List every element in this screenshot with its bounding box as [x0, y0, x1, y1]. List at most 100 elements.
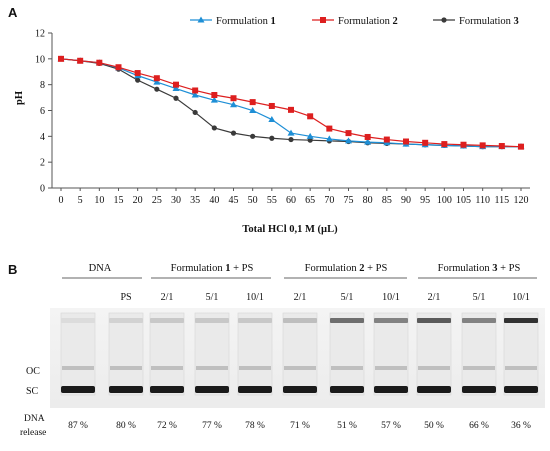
x-tick-label: 60	[286, 195, 296, 206]
gel-group-header: Formulation 2 + PS	[305, 263, 388, 274]
gel-release-value: 50 %	[424, 421, 444, 431]
gel-release-value: 36 %	[511, 421, 531, 431]
series-3-point	[288, 136, 294, 143]
series-3-point	[269, 135, 275, 141]
gel-release-value: 87 %	[68, 421, 88, 431]
series-2-point	[422, 139, 429, 146]
series-2-point	[479, 142, 486, 149]
series-1-point	[306, 132, 314, 139]
chart-legend: Formulation 1 Formulation 2 Formulation 3	[190, 16, 519, 27]
series-2-point	[249, 99, 256, 106]
gel-oc-band	[151, 366, 183, 370]
gel-electrophoresis-panel: DNA Formulation 1 + PS Formulation 2 + PS F…	[0, 258, 550, 446]
x-tick-label: 25	[152, 195, 162, 206]
gel-lane-track	[373, 312, 409, 396]
gel-lane-track	[503, 312, 539, 396]
gel-sc-band	[374, 386, 408, 393]
series-2-point	[268, 102, 275, 109]
gel-lane-track	[416, 312, 452, 396]
legend-swatch-marker	[441, 17, 447, 23]
gel-lane-9: 2/1 50 %	[416, 292, 452, 431]
series-3-point	[307, 137, 313, 143]
series-2-point	[460, 141, 467, 148]
legend-label-num: 2	[393, 16, 398, 27]
series-2	[58, 55, 524, 150]
gel-lane-track	[329, 312, 365, 396]
x-tick-label: 105	[456, 195, 471, 206]
release-row-label-2: release	[20, 428, 46, 438]
gel-lane-label: 5/1	[206, 292, 219, 303]
gel-sc-band	[238, 386, 272, 393]
band-label-sc: SC	[26, 386, 39, 397]
series-1-point	[249, 107, 257, 113]
legend-label-prefix: Formulation	[459, 16, 514, 27]
gel-release-value: 51 %	[337, 421, 357, 431]
gel-sc-band	[504, 386, 538, 393]
gel-sc-band	[330, 386, 364, 393]
x-tick-label: 85	[382, 195, 392, 206]
gel-sc-band	[150, 386, 184, 393]
gel-group-header: Formulation 3 + PS	[438, 263, 521, 274]
gel-well-band	[330, 318, 364, 323]
gel-lane-8: 10/1 57 %	[373, 292, 409, 431]
legend-item-3: Formulation 3	[433, 16, 519, 27]
x-tick-label: 70	[324, 195, 334, 206]
gel-oc-band	[284, 366, 316, 370]
gel-lane-track	[149, 312, 185, 396]
x-tick-label: 95	[420, 195, 430, 206]
gel-lane-11: 10/1 36 %	[503, 292, 539, 431]
gel-lane-track	[60, 312, 96, 396]
x-tick-label: 20	[133, 195, 143, 206]
gel-lane-label: 10/1	[246, 292, 264, 303]
series-2-point	[288, 106, 294, 113]
gel-oc-band	[418, 366, 450, 370]
band-label-oc: OC	[26, 366, 40, 377]
gel-lane-label: 2/1	[161, 292, 174, 303]
series-1-point	[364, 138, 372, 145]
gel-release-value: 71 %	[290, 421, 310, 431]
gel-well-band	[109, 318, 143, 323]
y-tick-label: 6	[40, 106, 45, 117]
series-2-point	[173, 81, 179, 88]
gel-well-band	[462, 318, 496, 323]
x-tick-label: 15	[114, 195, 124, 206]
series-2-point	[192, 87, 199, 94]
series-2-point	[498, 143, 505, 150]
y-tick-label: 4	[40, 132, 45, 143]
series-3-point	[154, 86, 160, 92]
legend-swatch-marker	[320, 17, 326, 23]
series-3-point	[230, 130, 237, 136]
y-axis-title: pH	[14, 91, 25, 105]
series-2-point	[364, 133, 371, 140]
panel-b-label: B	[8, 262, 18, 277]
legend-label-num: 1	[271, 16, 276, 27]
gel-lane-track	[282, 312, 318, 396]
gel-oc-band	[331, 366, 363, 370]
series-1-point	[268, 116, 276, 123]
gel-lane-track	[194, 312, 230, 396]
legend-label: Formulation 2	[338, 16, 398, 27]
gel-oc-band	[196, 366, 228, 370]
legend-label-num: 3	[514, 16, 519, 27]
gel-lane-label: 5/1	[341, 292, 354, 303]
x-tick-label: 5	[78, 195, 83, 206]
gel-group-header: DNA	[89, 263, 112, 274]
x-tick-label: 10	[94, 195, 104, 206]
x-tick-label: 55	[267, 195, 277, 206]
gel-lane-1: 87 %	[60, 312, 96, 431]
gel-oc-band	[110, 366, 142, 370]
gel-release-value: 66 %	[469, 421, 489, 431]
series-1-point	[210, 96, 218, 103]
gel-lane-label: PS	[120, 292, 131, 303]
gel-lane-5: 10/1 78 %	[237, 292, 273, 431]
gel-well-band	[374, 318, 408, 323]
gel-sc-band	[61, 386, 95, 393]
gel-group-headers: DNA Formulation 1 + PS Formulation 2 + PS F…	[62, 263, 537, 279]
series-1-point	[153, 78, 161, 85]
gel-lane-label: 10/1	[382, 292, 400, 303]
gel-oc-band	[463, 366, 495, 370]
gel-well-band	[150, 318, 184, 323]
gel-oc-band	[375, 366, 407, 370]
gel-lane-3: 2/1 72 %	[149, 292, 185, 431]
series-2-point	[441, 141, 448, 148]
